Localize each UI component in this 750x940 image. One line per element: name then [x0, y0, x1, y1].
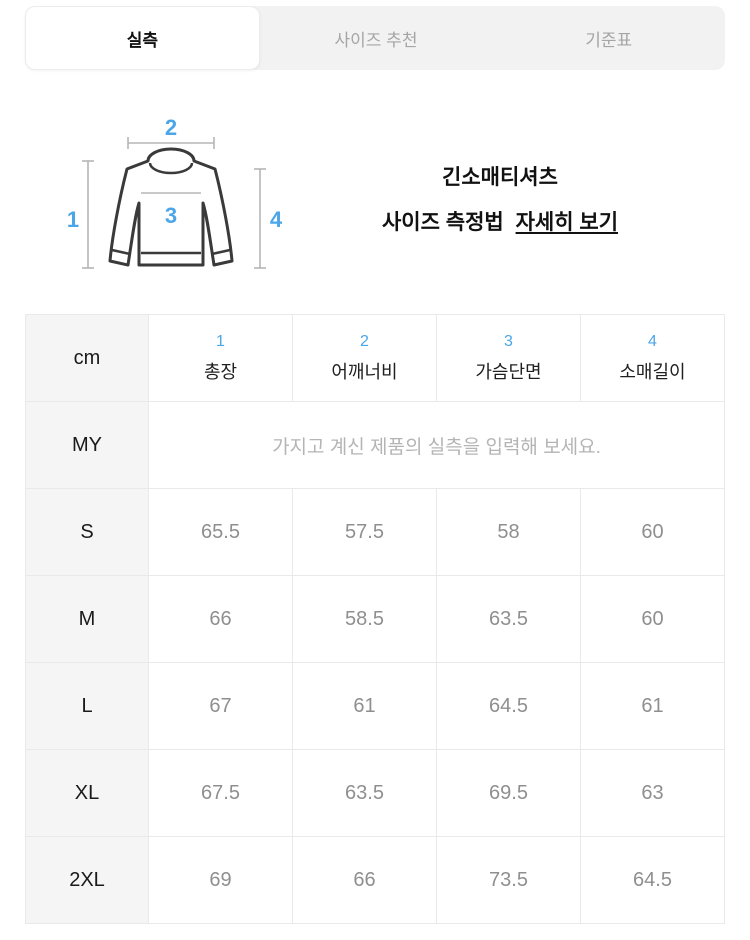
column-header-sleeve-length: 4 소매길이 [580, 314, 725, 402]
column-number: 1 [216, 332, 225, 350]
measurement-cell: 67.5 [148, 749, 293, 837]
measure-line-sleeve [254, 168, 266, 269]
size-guide-page: 실측 사이즈 추천 기준표 [0, 6, 750, 924]
table-row: 2XL 69 66 73.5 64.5 [25, 836, 725, 924]
column-label: 소매길이 [619, 361, 686, 382]
size-label-cell: S [25, 488, 149, 576]
measurement-cell: 69.5 [436, 749, 581, 837]
column-number: 2 [360, 332, 369, 350]
measurement-cell: 69 [148, 836, 293, 924]
table-row: M 66 58.5 63.5 60 [25, 575, 725, 663]
measurement-cell: 64.5 [436, 662, 581, 750]
measurement-cell: 61 [292, 662, 437, 750]
measure-label-2: 2 [165, 116, 177, 140]
garment-measurement-diagram: 1 2 3 4 [67, 116, 283, 269]
measure-label-3: 3 [165, 203, 177, 228]
table-row: S 65.5 57.5 58 60 [25, 488, 725, 576]
garment-type-title: 긴소매티셔츠 [442, 165, 558, 189]
measurement-cell: 63.5 [292, 749, 437, 837]
column-header-total-length: 1 총장 [148, 314, 293, 402]
measurement-cell: 57.5 [292, 488, 437, 576]
measurement-cell: 58 [436, 488, 581, 576]
measurement-cell: 63.5 [436, 575, 581, 663]
measure-line-shoulder [127, 137, 215, 149]
measurement-cell: 73.5 [436, 836, 581, 924]
measure-method-line: 사이즈 측정법 자세히 보기 [290, 206, 710, 236]
column-header-chest-width: 3 가슴단면 [436, 314, 581, 402]
unit-header-cell: cm [25, 314, 149, 402]
size-label-cell: M [25, 575, 149, 663]
measurement-cell: 61 [580, 662, 725, 750]
measurement-cell: 66 [148, 575, 293, 663]
table-row: XL 67.5 63.5 69.5 63 [25, 749, 725, 837]
measurement-cell: 60 [580, 488, 725, 576]
see-details-link[interactable]: 자세히 보기 [515, 210, 619, 234]
measurement-cell: 66 [292, 836, 437, 924]
column-header-shoulder-width: 2 어깨너비 [292, 314, 437, 402]
measure-method-label: 사이즈 측정법 [381, 210, 504, 234]
tab-size-recommendation[interactable]: 사이즈 추천 [334, 30, 418, 50]
sweater-illustration [108, 147, 234, 267]
measurement-cell: 58.5 [292, 575, 437, 663]
my-measurements-row: MY 가지고 계신 제품의 실측을 입력해 보세요. [25, 401, 725, 489]
column-number: 3 [504, 332, 513, 350]
measurement-info: 긴소매티셔츠 사이즈 측정법 자세히 보기 [290, 161, 710, 244]
size-label-cell: MY [25, 401, 149, 489]
tab-standard-table[interactable]: 기준표 [585, 30, 633, 50]
table-row: L 67 61 64.5 61 [25, 662, 725, 750]
measure-label-4: 4 [270, 207, 283, 232]
measurement-cell: 64.5 [580, 836, 725, 924]
tab-bar: 실측 사이즈 추천 기준표 [25, 6, 725, 70]
size-label-cell: L [25, 662, 149, 750]
column-label: 가슴단면 [475, 361, 542, 382]
column-label: 어깨너비 [331, 361, 398, 382]
measurement-cell: 67 [148, 662, 293, 750]
table-header-row: cm 1 총장 2 어깨너비 3 가슴단면 4 소매길이 [25, 314, 725, 402]
measurement-cell: 63 [580, 749, 725, 837]
size-label-cell: XL [25, 749, 149, 837]
size-label-cell: 2XL [25, 836, 149, 924]
column-number: 4 [648, 332, 657, 350]
my-measurement-input-cell[interactable]: 가지고 계신 제품의 실측을 입력해 보세요. [148, 401, 725, 489]
measurement-guide-section: 1 2 3 4 긴소매티셔츠 사이즈 측정법 자세히 보기 [62, 116, 710, 288]
measure-label-1: 1 [67, 207, 79, 232]
measurement-cell: 60 [580, 575, 725, 663]
measurement-cell: 65.5 [148, 488, 293, 576]
measure-line-length [82, 160, 94, 269]
column-label: 총장 [203, 361, 238, 382]
tab-actual-measurement[interactable]: 실측 [25, 6, 260, 70]
size-table: cm 1 총장 2 어깨너비 3 가슴단면 4 소매길이 [25, 314, 725, 924]
